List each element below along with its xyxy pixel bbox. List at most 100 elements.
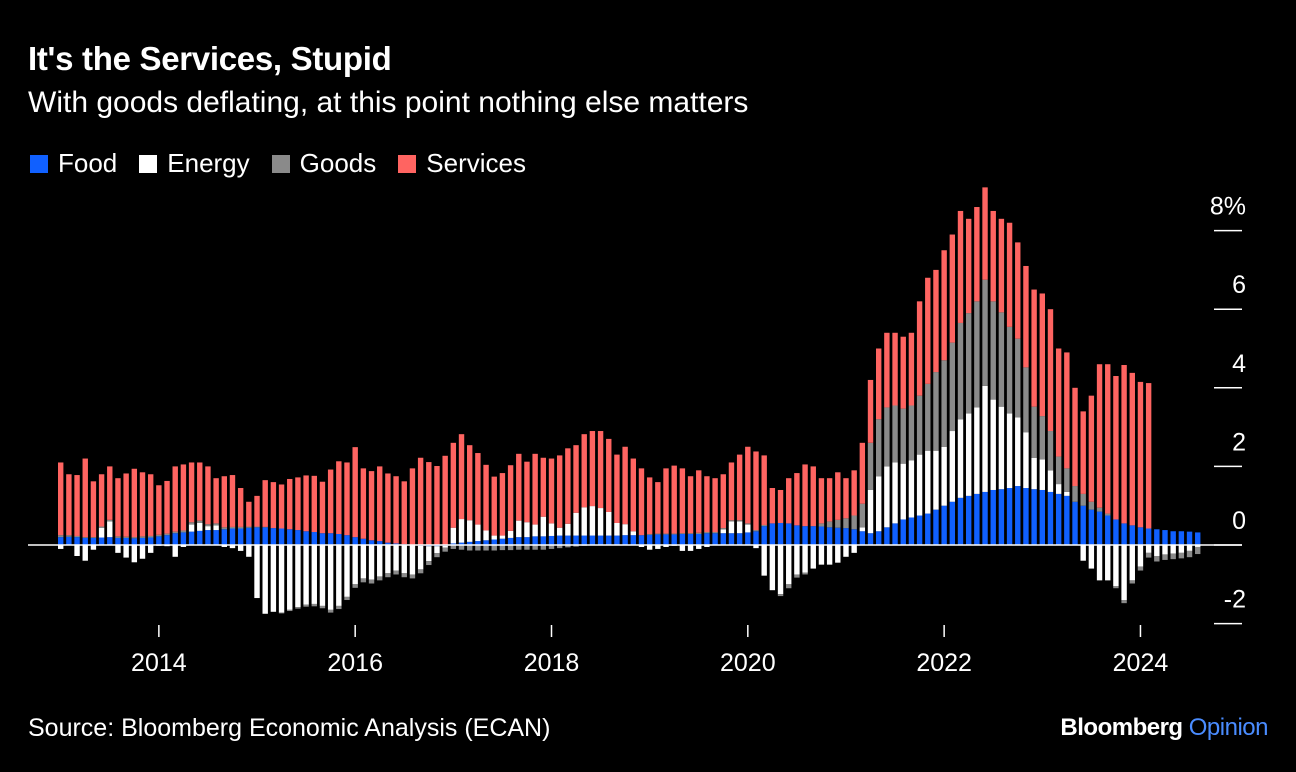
bar-services (777, 489, 784, 523)
bar-food (319, 533, 326, 545)
bar-energy-negative (769, 545, 776, 591)
bar-food (1170, 531, 1176, 545)
bar-services (687, 476, 694, 534)
bar-goods-negative (1129, 580, 1135, 584)
legend-swatch-goods (271, 154, 290, 173)
bar-goods (908, 405, 915, 461)
bar-food (524, 537, 530, 545)
bar-goods (90, 537, 97, 538)
bar-energy-negative (794, 545, 800, 575)
bar-energy-negative (417, 545, 424, 570)
bar-goods (876, 419, 882, 477)
legend-item-energy: Energy (139, 148, 250, 179)
bar-goods (147, 535, 154, 538)
y-tick-label: 2 (1232, 428, 1246, 456)
bar-services (507, 465, 514, 531)
bar-food (188, 531, 195, 545)
bar-services (499, 473, 506, 536)
bar-goods-negative (409, 574, 416, 579)
bar-food (98, 537, 105, 545)
bar-goods (826, 521, 833, 528)
bar-energy-negative (1162, 545, 1168, 555)
bar-energy-negative (303, 545, 309, 605)
bar-services (237, 488, 244, 527)
bar-energy-negative (1170, 545, 1176, 554)
bar-food (197, 530, 203, 545)
bar-energy-negative (360, 545, 367, 579)
legend-swatch-food (30, 154, 48, 173)
bar-food (843, 528, 849, 545)
bar-goods (172, 531, 178, 534)
bar-energy-negative (172, 545, 178, 557)
bar-energy-negative (368, 545, 375, 580)
bar-food (278, 528, 285, 545)
bar-energy (573, 512, 579, 536)
bar-energy-negative (1088, 545, 1095, 569)
bar-energy-negative (851, 545, 857, 553)
bar-services (843, 478, 849, 519)
legend-label-energy: Energy (167, 148, 250, 178)
bar-goods (1105, 513, 1111, 516)
bar-services (278, 484, 285, 529)
bar-food (736, 533, 743, 545)
brand-name: Bloomberg (1060, 714, 1183, 741)
bar-energy-negative (826, 545, 833, 565)
bar-goods-negative (295, 607, 301, 609)
bar-services (352, 447, 358, 538)
bar-services (1064, 352, 1070, 469)
bar-food (745, 532, 751, 545)
bar-goods (213, 523, 219, 526)
bar-food (123, 537, 129, 545)
bar-food (884, 527, 890, 545)
bar-services (998, 218, 1005, 313)
bar-goods (1055, 456, 1062, 485)
bar-food (589, 535, 596, 545)
bar-energy (213, 525, 219, 531)
bar-services (876, 348, 882, 420)
bar-goods-negative (368, 579, 375, 584)
bar-food (221, 529, 227, 545)
bar-energy (589, 506, 596, 536)
bar-goods (254, 526, 260, 528)
bar-goods (851, 515, 857, 530)
bar-energy-negative (1154, 545, 1160, 556)
bar-food (916, 515, 923, 545)
bar-food (1178, 531, 1185, 545)
bar-food (1121, 523, 1127, 545)
bar-goods (246, 526, 252, 528)
bar-services (180, 464, 187, 531)
bar-services (1031, 289, 1037, 407)
bar-goods-negative (426, 561, 432, 566)
bar-energy (900, 463, 906, 520)
bar-food (499, 538, 506, 545)
bar-energy (884, 466, 890, 528)
bar-services (532, 453, 538, 525)
bar-food (908, 517, 915, 545)
bar-food (933, 509, 939, 545)
bar-food (1154, 529, 1160, 545)
bar-energy-negative (1121, 545, 1127, 601)
bar-services (671, 465, 677, 534)
bar-energy (597, 508, 604, 536)
bar-energy (728, 521, 735, 534)
bar-services (1145, 383, 1152, 529)
x-tick-label: 2024 (1113, 649, 1169, 677)
bar-services (254, 495, 260, 527)
bar-services (606, 438, 612, 512)
bar-food (1129, 525, 1135, 545)
bar-food (1072, 501, 1078, 545)
bar-goods (745, 523, 751, 525)
bar-services (867, 379, 874, 443)
bar-services (205, 466, 211, 525)
bar-energy-negative (229, 545, 236, 549)
bar-energy-negative (254, 545, 260, 599)
bar-goods-negative (303, 604, 309, 607)
bar-energy-negative (90, 545, 97, 550)
bar-energy (197, 522, 203, 531)
bar-food (254, 527, 260, 545)
bar-energy (908, 460, 915, 518)
bar-food (287, 529, 293, 545)
bar-food (58, 537, 64, 545)
bar-goods (1015, 338, 1021, 418)
bar-services (728, 462, 735, 521)
